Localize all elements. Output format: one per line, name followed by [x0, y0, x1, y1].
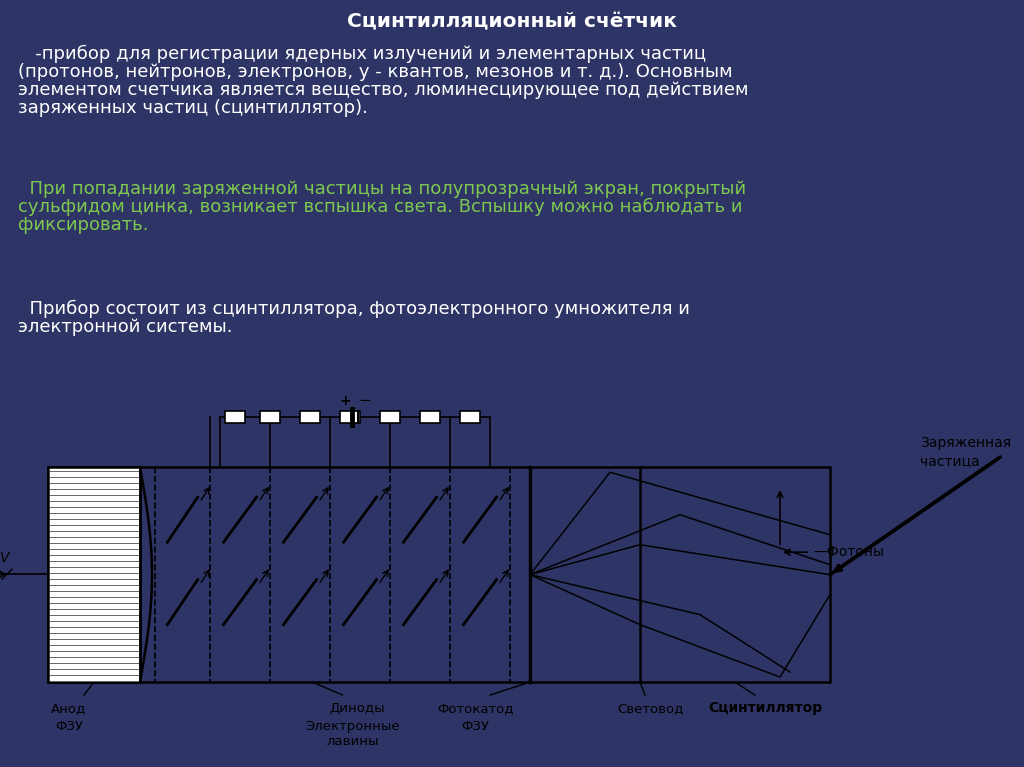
Text: ФЗУ: ФЗУ [55, 720, 83, 733]
Text: фиксировать.: фиксировать. [18, 216, 148, 234]
Text: Сцинтилляционный счётчик: Сцинтилляционный счётчик [347, 12, 677, 31]
Bar [260, 411, 280, 423]
Text: -прибор для регистрации ядерных излучений и элементарных частиц: -прибор для регистрации ядерных излучени… [18, 45, 707, 63]
Text: заряженных частиц (сцинтиллятор).: заряженных частиц (сцинтиллятор). [18, 99, 368, 117]
Bar [530, 467, 830, 682]
Text: Заряженная: Заряженная [920, 436, 1011, 450]
Text: Световод: Световод [616, 702, 683, 715]
Text: −: − [358, 393, 372, 408]
Text: Фотокатод: Фотокатод [437, 702, 513, 715]
Text: Диноды: Диноды [330, 702, 385, 715]
Bar [460, 411, 480, 423]
Text: элементом счетчика является вещество, люминесцирующее под действием: элементом счетчика является вещество, лю… [18, 81, 749, 99]
Text: частица: частица [920, 454, 980, 469]
Bar [225, 411, 245, 423]
Bar [340, 411, 360, 423]
Text: ФЗУ: ФЗУ [461, 720, 489, 733]
Bar [300, 411, 319, 423]
Text: Электронные: Электронные [305, 720, 399, 733]
Text: —Фотоны: —Фотоны [813, 545, 884, 559]
Bar [420, 411, 440, 423]
Text: V: V [0, 551, 10, 565]
Bar [48, 467, 530, 682]
Text: сульфидом цинка, возникает вспышка света. Вспышку можно наблюдать и: сульфидом цинка, возникает вспышка света… [18, 198, 742, 216]
Bar [380, 411, 400, 423]
Text: лавины: лавины [327, 735, 379, 748]
Text: Прибор состоит из сцинтиллятора, фотоэлектронного умножителя и: Прибор состоит из сцинтиллятора, фотоэле… [18, 300, 690, 318]
Text: Сцинтиллятор: Сцинтиллятор [708, 701, 822, 715]
Bar [48, 467, 140, 682]
Text: электронной системы.: электронной системы. [18, 318, 232, 336]
Text: При попадании заряженной частицы на полупрозрачный экран, покрытый: При попадании заряженной частицы на полу… [18, 179, 746, 198]
Text: +: + [339, 394, 351, 408]
Text: (протонов, нейтронов, электронов, у - квантов, мезонов и т. д.). Основным: (протонов, нейтронов, электронов, у - кв… [18, 63, 732, 81]
Text: Анод: Анод [51, 702, 87, 715]
